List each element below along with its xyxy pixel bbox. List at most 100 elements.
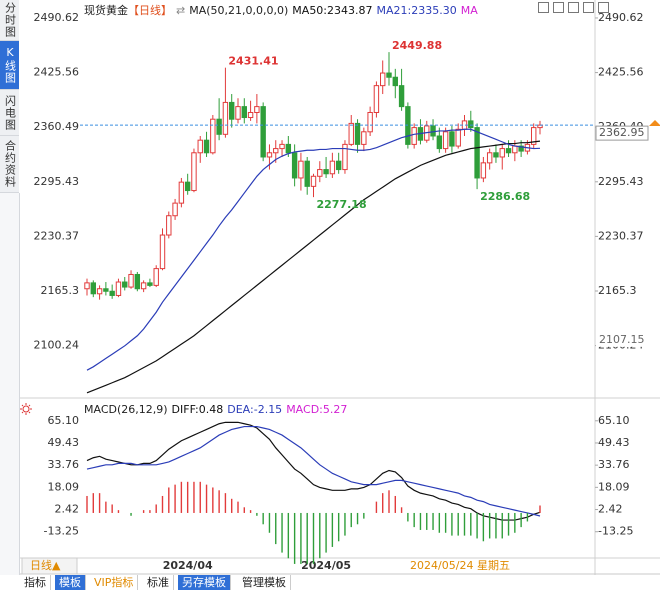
legend-item: DEA:-2.15 [227, 403, 283, 416]
period-button-bg[interactable] [21, 557, 78, 575]
candle-body [134, 273, 141, 290]
candle-body [109, 290, 115, 296]
candle-body [84, 282, 90, 290]
legend-item: MA50:2343.87 [292, 4, 373, 17]
side-tab[interactable]: 合约资料 [0, 136, 19, 193]
series-line [86, 128, 541, 371]
legend-item: DIFF:0.48 [171, 403, 224, 416]
y-tick-label: 2.42 [598, 503, 623, 516]
candle-body [329, 160, 336, 175]
candle-body [222, 101, 229, 135]
candle-body [310, 175, 317, 187]
high-label: 2431.41 [228, 55, 278, 68]
candle-body [373, 85, 380, 113]
side-tab[interactable]: K线图 [0, 41, 19, 90]
cursor-price-box [596, 332, 648, 347]
series-line [86, 421, 541, 521]
candle-body [474, 127, 480, 179]
toolbar-tab[interactable]: 指标 [20, 575, 51, 590]
y-tick-label: 18.09 [48, 480, 80, 493]
icon[interactable] [538, 2, 549, 13]
cursor-date: 2024/05/24 星期五 [410, 559, 510, 572]
candle-body [518, 145, 524, 152]
y-tick-label: 2165.3 [41, 284, 80, 297]
icon[interactable] [568, 2, 579, 13]
settings-icon[interactable] [20, 403, 32, 415]
price-header: 现货黄金【日线】 ⇄ MA(50,21,0,0,0,0) MA50:2343.87 MA… [84, 2, 482, 18]
price-arrow [649, 120, 660, 126]
toolbar-tab[interactable]: 另存模板 [178, 575, 231, 590]
price-box [595, 125, 649, 141]
toolbar-tab[interactable]: 模板 [55, 575, 86, 590]
low-label: 2286.68 [480, 190, 530, 203]
plot: 2490.622490.622425.562425.562360.492360.… [34, 11, 649, 572]
legend-item: MA21:2335.30 [376, 4, 457, 17]
candle-body [140, 282, 147, 290]
candle-body [166, 215, 172, 236]
candle-body [505, 148, 512, 154]
low-label: 2277.18 [317, 198, 367, 211]
candle-body [512, 145, 518, 154]
icon[interactable] [583, 2, 594, 13]
candle-body [210, 118, 216, 154]
candle-body [367, 111, 373, 133]
candle-body [436, 135, 443, 150]
y-tick-label: 2490.62 [34, 11, 80, 24]
icon[interactable] [553, 2, 564, 13]
candle-body [291, 152, 298, 179]
candle-body [499, 148, 505, 158]
candle-body [178, 181, 185, 204]
candle-body [235, 106, 241, 120]
symbol: 现货黄金 [84, 4, 128, 17]
toolbar-tab[interactable]: VIP指标 [90, 575, 139, 590]
candle-body [342, 143, 348, 171]
cursor-price-label: 2107.15 [599, 333, 645, 346]
candle-body [361, 131, 367, 145]
y-tick-label: -13.25 [598, 525, 633, 538]
toolbar-tab[interactable]: 管理模板 [238, 575, 291, 590]
side-tab[interactable]: 闪电图 [0, 90, 19, 136]
candle-body [531, 127, 537, 145]
candle-body [147, 282, 153, 286]
candle-body [122, 281, 128, 288]
candle-body [468, 120, 474, 129]
swap-icon[interactable]: ⇄ [176, 4, 186, 17]
candle-body [430, 125, 436, 137]
candle-body [266, 152, 273, 158]
candle-body [348, 122, 354, 145]
y-tick-label: 2230.37 [598, 229, 644, 242]
candle-body [493, 152, 499, 158]
y-tick-label: 2.42 [55, 503, 80, 516]
candle-body [128, 273, 134, 288]
series-line [86, 425, 541, 517]
candle-body [184, 181, 191, 192]
y-tick-label: 49.43 [598, 436, 630, 449]
candle-body [260, 106, 266, 158]
icon[interactable] [598, 2, 609, 13]
candle-body [229, 101, 235, 120]
price-box-label: 2362.95 [599, 126, 645, 139]
candle-body [411, 127, 417, 145]
y-tick-label: 2425.56 [34, 66, 80, 79]
candle-body [279, 143, 285, 150]
candle-body [254, 106, 260, 113]
y-tick-label: 2295.43 [598, 175, 644, 188]
legend-item: MACD:5.27 [286, 403, 348, 416]
y-tick-label: 2490.62 [598, 11, 644, 24]
candle-body [392, 76, 398, 87]
y-tick-label: 33.76 [598, 458, 630, 471]
toolbar-tab[interactable]: 标准 [143, 575, 174, 590]
y-tick-label: 33.76 [48, 458, 80, 471]
y-tick-label: 49.43 [48, 436, 80, 449]
candle-body [103, 288, 109, 292]
side-tab[interactable]: 分时图 [0, 0, 19, 41]
macd-header: MACD(26,12,9) DIFF:0.48 DEA:-2.15 MACD:5.27 [84, 403, 351, 416]
candle-body [241, 106, 247, 119]
candle-body [354, 122, 361, 145]
candle-body [335, 160, 342, 171]
period-button[interactable]: 日线▲ [30, 558, 61, 572]
candle-body [486, 152, 493, 164]
candle-body [380, 72, 386, 87]
window-icons [538, 2, 609, 13]
